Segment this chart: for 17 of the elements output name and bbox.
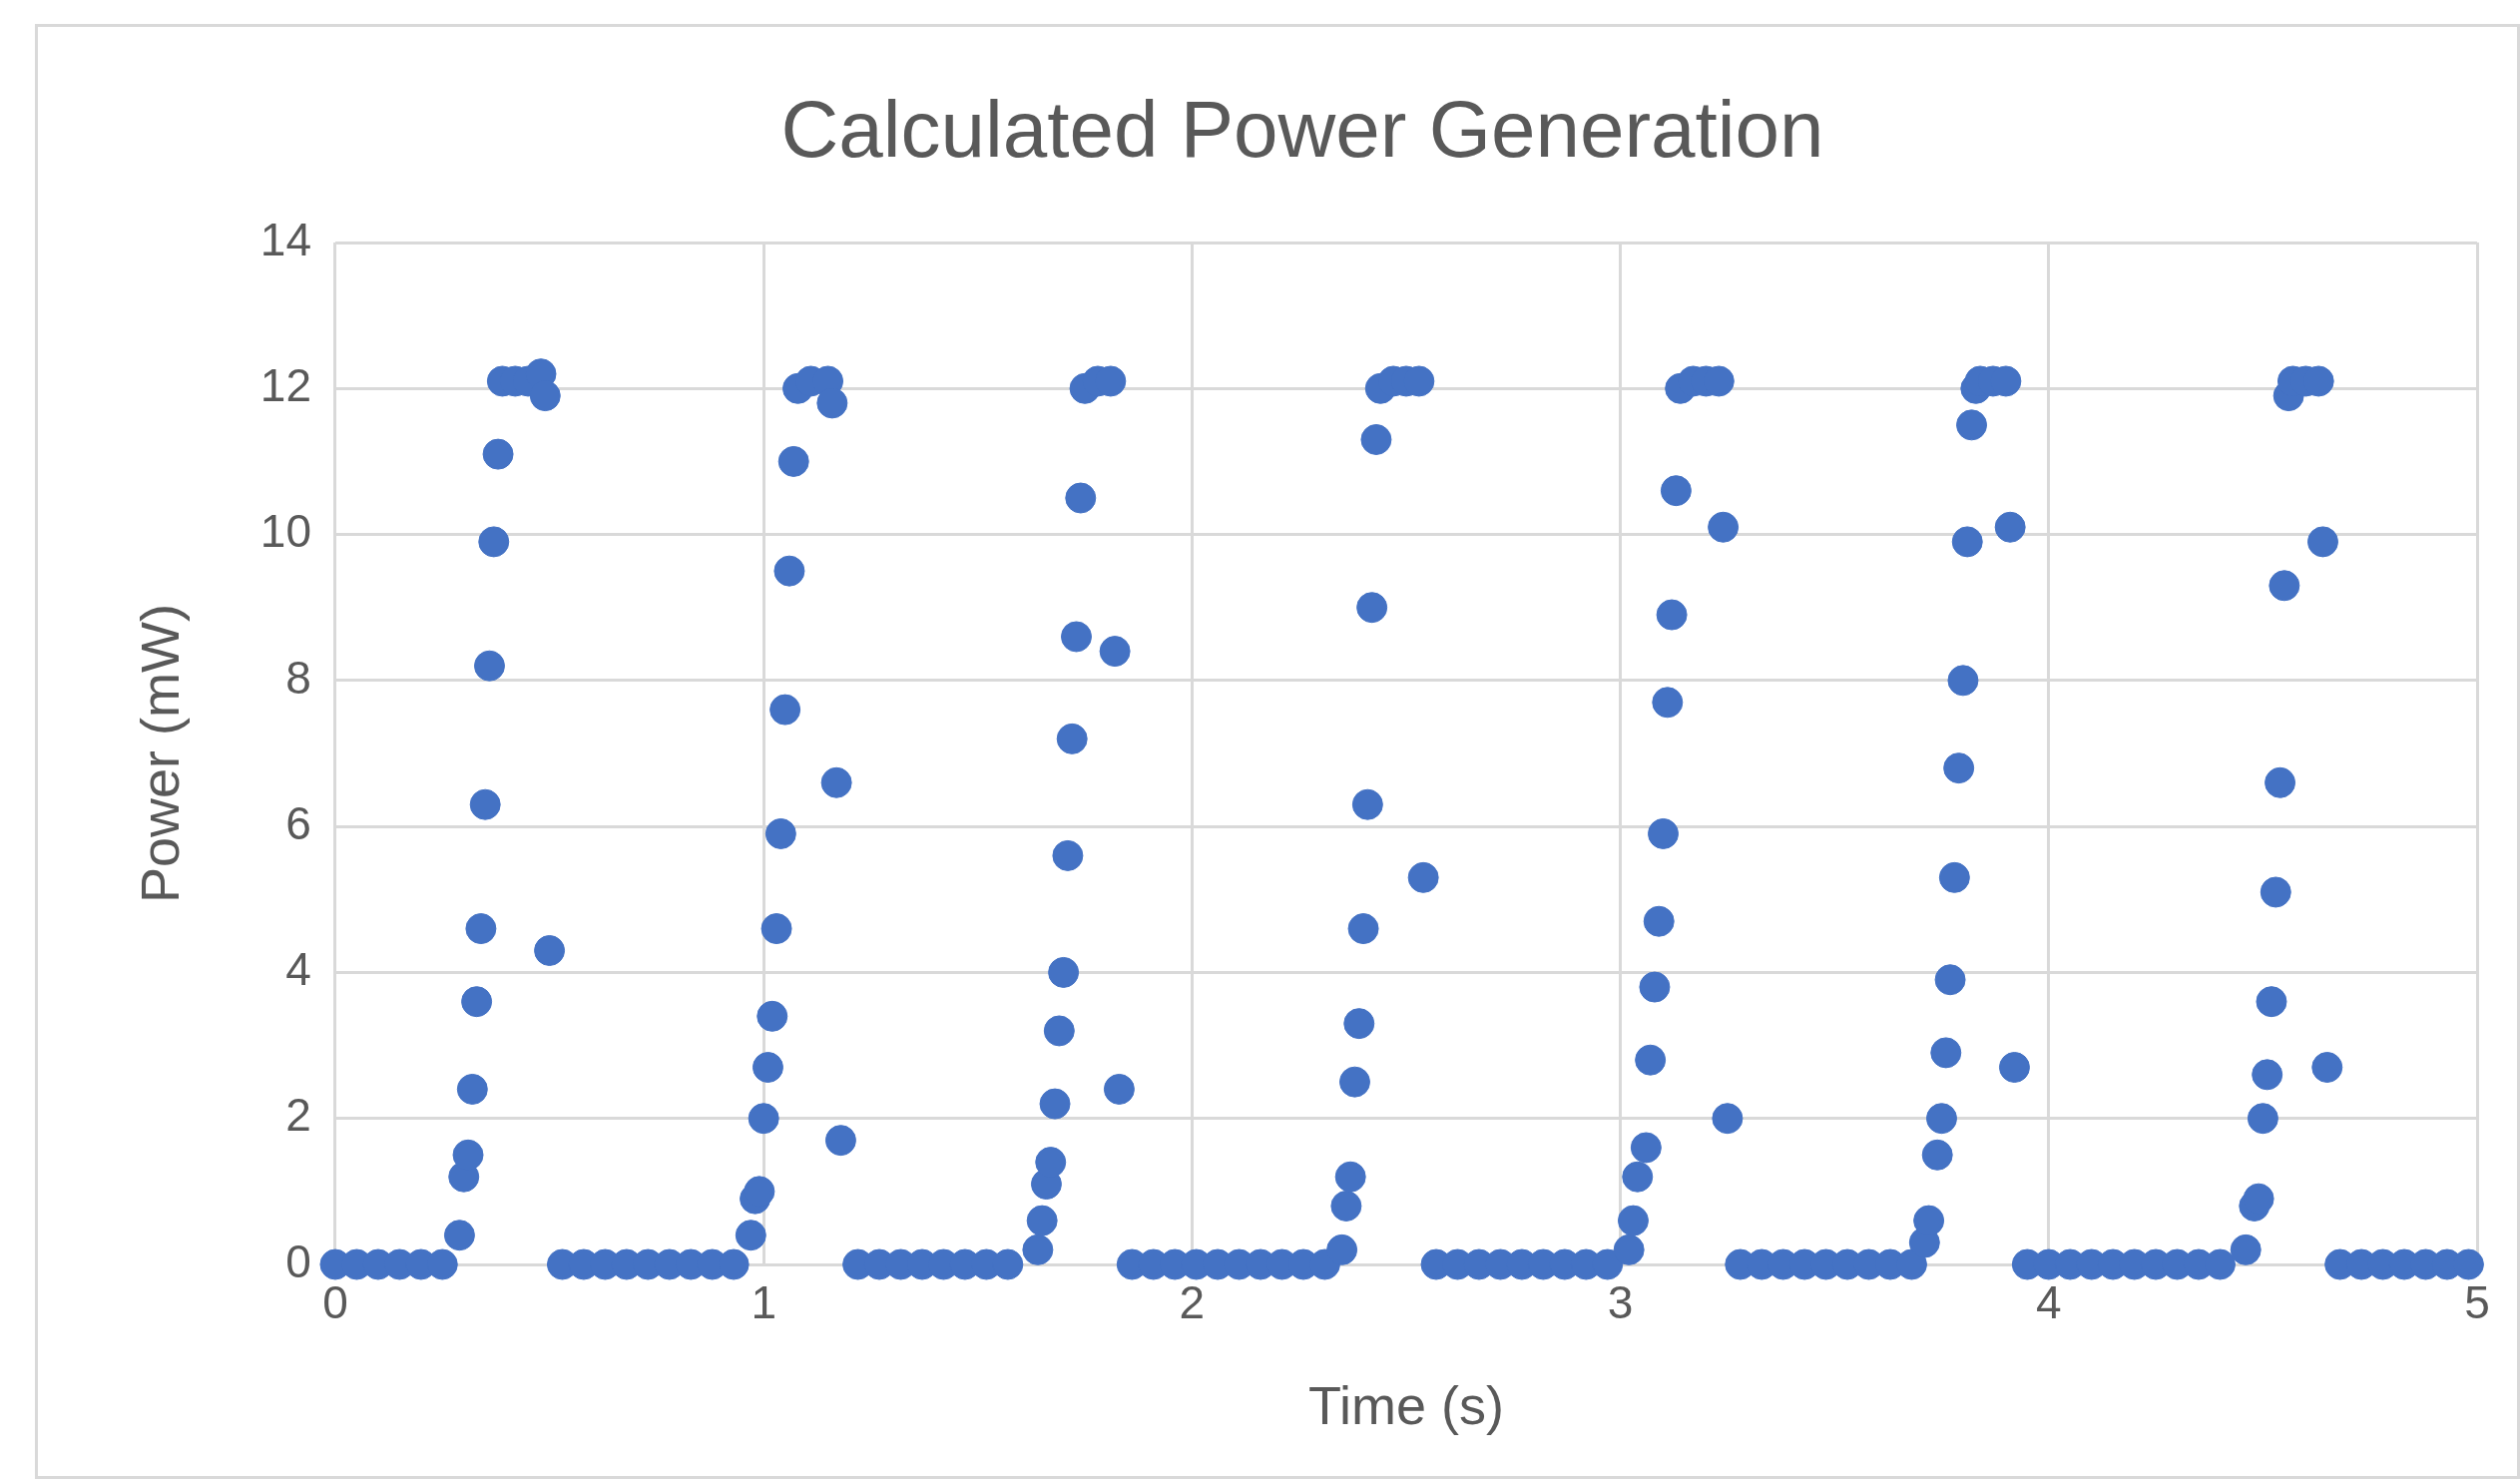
chart-title: Calculated Power Generation bbox=[780, 85, 1824, 175]
y-axis-title: Power (mW) bbox=[130, 604, 191, 903]
y-tick-label: 6 bbox=[285, 796, 311, 849]
x-tick-label: 0 bbox=[322, 1276, 348, 1329]
y-tick-label: 14 bbox=[259, 213, 311, 265]
x-tick-label: 2 bbox=[1179, 1276, 1206, 1329]
y-tick-label: 4 bbox=[285, 943, 311, 996]
y-tick-label: 0 bbox=[285, 1234, 311, 1287]
x-axis-title: Time (s) bbox=[1308, 1375, 1504, 1436]
x-tick-label: 1 bbox=[751, 1276, 776, 1329]
y-tick-label: 10 bbox=[259, 505, 311, 558]
x-tick-label: 4 bbox=[2036, 1276, 2062, 1329]
y-tick-label: 12 bbox=[259, 358, 311, 411]
x-tick-label: 5 bbox=[2464, 1276, 2490, 1329]
x-tick-label: 3 bbox=[1607, 1276, 1634, 1329]
y-tick-label: 2 bbox=[285, 1089, 311, 1142]
y-tick-label: 8 bbox=[285, 651, 311, 704]
